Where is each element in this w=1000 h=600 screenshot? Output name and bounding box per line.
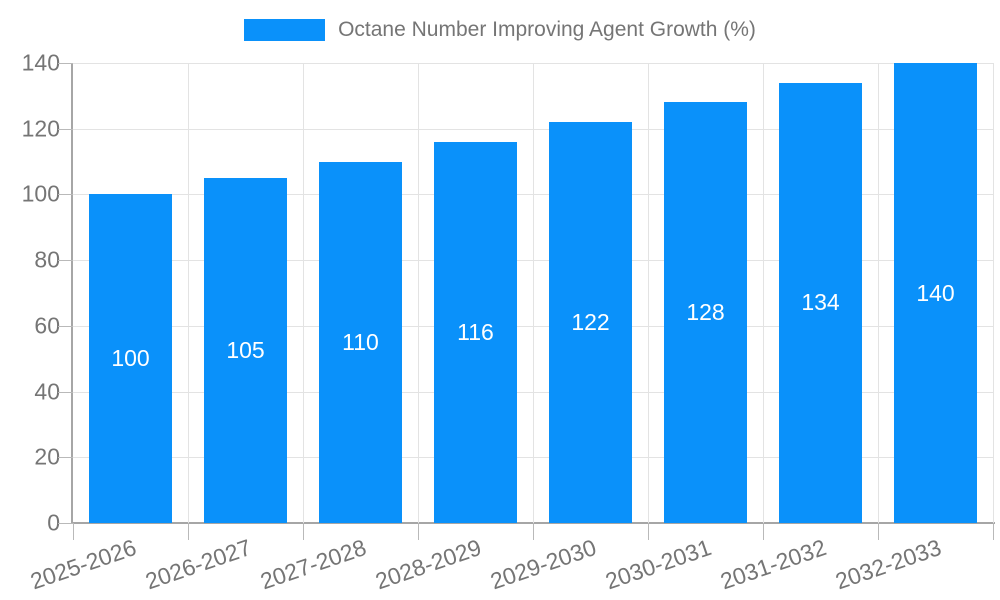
x-tick-label: 2026-2027 (141, 534, 254, 595)
y-tick-label: 20 (34, 443, 60, 470)
y-axis-tick (58, 194, 73, 196)
bar-value-label: 100 (111, 345, 150, 372)
x-axis-tick (993, 523, 994, 540)
y-tick-label: 60 (34, 312, 60, 339)
bar-value-label: 140 (916, 279, 955, 306)
x-tick-label: 2031-2032 (716, 534, 829, 595)
bar: 100 (89, 194, 172, 523)
y-axis-labels: 0 20 40 60 80 100 120 140 (0, 50, 60, 536)
x-tick-label: 2030-2031 (601, 534, 714, 595)
y-tick-label: 100 (21, 180, 60, 207)
legend-label[interactable]: Octane Number Improving Agent Growth (%) (338, 18, 756, 41)
x-axis-tick (648, 523, 649, 540)
y-axis-tick (58, 523, 73, 524)
x-tick-label: 2027-2028 (256, 534, 369, 595)
bar: 105 (204, 178, 287, 523)
v-gridline (533, 63, 534, 523)
x-axis-tick (533, 523, 534, 540)
bar: 116 (434, 141, 517, 523)
y-axis-line (71, 63, 73, 523)
y-axis-tick (58, 325, 73, 327)
bar: 128 (664, 102, 747, 523)
chart-legend[interactable]: Octane Number Improving Agent Growth (%) (0, 18, 1000, 42)
bar-value-label: 110 (342, 328, 379, 355)
x-axis-tick (878, 523, 879, 540)
y-tick-label: 120 (21, 115, 60, 142)
legend-swatch[interactable] (244, 19, 326, 41)
x-axis-tick (303, 523, 304, 540)
bar-value-label: 122 (571, 309, 610, 336)
bar: 122 (549, 122, 632, 523)
x-axis-tick (188, 523, 189, 540)
y-axis-tick (58, 260, 73, 262)
v-gridline (648, 63, 649, 523)
v-gridline (878, 63, 879, 523)
x-axis-tick (73, 523, 74, 540)
v-gridline (303, 63, 304, 523)
v-gridline (188, 63, 189, 523)
x-tick-label: 2028-2029 (371, 534, 484, 595)
y-axis-tick (58, 457, 73, 459)
y-tick-label: 140 (21, 49, 60, 76)
bar-value-label: 116 (457, 318, 494, 345)
bar: 110 (319, 161, 402, 523)
v-gridline (763, 63, 764, 523)
bar-value-label: 105 (226, 337, 265, 363)
y-tick-label: 0 (47, 509, 60, 536)
y-axis-tick (58, 128, 73, 130)
bar: 140 (894, 63, 977, 523)
y-axis-tick (58, 63, 73, 64)
bar-value-label: 134 (801, 289, 840, 316)
v-gridline (993, 63, 994, 523)
y-axis-tick (58, 391, 73, 393)
bar-value-label: 128 (686, 299, 725, 326)
x-axis-tick (763, 523, 764, 540)
x-tick-label: 2025-2026 (26, 534, 139, 595)
x-tick-label: 2029-2030 (486, 534, 599, 595)
y-tick-label: 80 (34, 246, 60, 273)
y-tick-label: 40 (34, 378, 60, 405)
x-axis-tick (418, 523, 419, 540)
bar: 134 (779, 82, 862, 523)
x-tick-label: 2032-2033 (831, 534, 944, 595)
v-gridline (418, 63, 419, 523)
plot-area: 100 105 110 116 122 128 134 140 (58, 63, 994, 540)
